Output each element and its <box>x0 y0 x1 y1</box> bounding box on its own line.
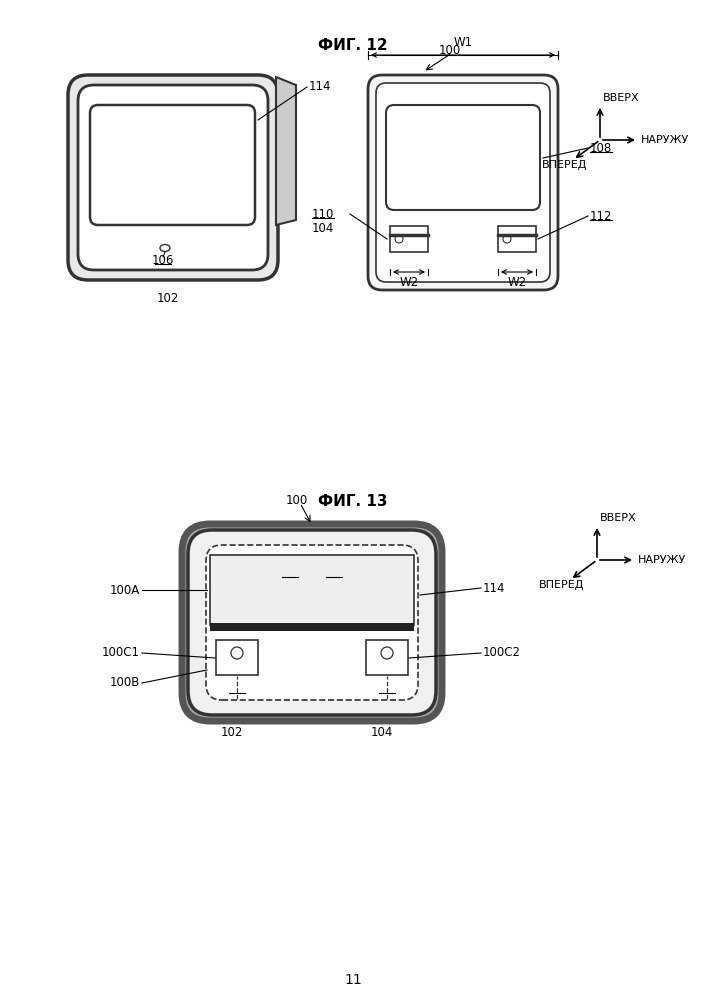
Circle shape <box>381 647 393 659</box>
Ellipse shape <box>160 244 170 251</box>
Bar <box>210 555 414 625</box>
Text: НАРУЖУ: НАРУЖУ <box>641 135 689 145</box>
Text: 104: 104 <box>370 726 393 740</box>
Text: 108: 108 <box>590 141 612 154</box>
Bar <box>498 226 536 252</box>
Text: 100B: 100B <box>110 676 140 690</box>
Text: 112: 112 <box>375 682 398 696</box>
FancyBboxPatch shape <box>386 105 540 210</box>
Text: 110: 110 <box>226 682 248 696</box>
Text: 114: 114 <box>483 582 506 594</box>
Text: 102: 102 <box>221 726 243 740</box>
Text: 100: 100 <box>286 493 308 506</box>
Text: 100A: 100A <box>110 584 140 596</box>
Text: 100C1: 100C1 <box>102 647 140 660</box>
FancyBboxPatch shape <box>188 530 436 715</box>
Text: НАРУЖУ: НАРУЖУ <box>638 555 686 565</box>
Text: ВПЕРЕД: ВПЕРЕД <box>539 580 585 590</box>
Circle shape <box>231 647 243 659</box>
Text: W2: W2 <box>508 275 527 288</box>
Polygon shape <box>276 77 296 225</box>
FancyBboxPatch shape <box>90 105 255 225</box>
Text: 112: 112 <box>590 210 612 223</box>
FancyBboxPatch shape <box>206 545 418 700</box>
Bar <box>366 640 408 675</box>
Text: 108: 108 <box>323 566 345 580</box>
Text: 104: 104 <box>312 222 334 234</box>
Text: ФИГ. 13: ФИГ. 13 <box>318 494 387 510</box>
Text: 11: 11 <box>344 973 362 987</box>
Text: 106: 106 <box>279 566 301 580</box>
Text: 102: 102 <box>157 292 179 304</box>
FancyBboxPatch shape <box>368 75 558 290</box>
Text: W2: W2 <box>399 275 419 288</box>
FancyBboxPatch shape <box>182 524 442 721</box>
Text: 100: 100 <box>439 43 461 56</box>
FancyBboxPatch shape <box>68 75 278 280</box>
Bar <box>210 623 414 631</box>
Bar <box>390 226 428 252</box>
Circle shape <box>503 235 511 243</box>
Text: ВПЕРЕД: ВПЕРЕД <box>542 160 588 170</box>
Text: W1: W1 <box>453 36 472 49</box>
Text: 110: 110 <box>312 208 334 221</box>
Circle shape <box>395 235 403 243</box>
Text: ФИГ. 12: ФИГ. 12 <box>318 37 388 52</box>
Bar <box>216 640 258 675</box>
Text: 100C2: 100C2 <box>483 647 521 660</box>
Text: ВВЕРХ: ВВЕРХ <box>603 93 640 103</box>
Text: ВВЕРХ: ВВЕРХ <box>600 513 636 523</box>
Text: 106: 106 <box>152 253 174 266</box>
FancyBboxPatch shape <box>78 85 268 270</box>
FancyBboxPatch shape <box>376 83 550 282</box>
Text: 114: 114 <box>309 81 332 94</box>
